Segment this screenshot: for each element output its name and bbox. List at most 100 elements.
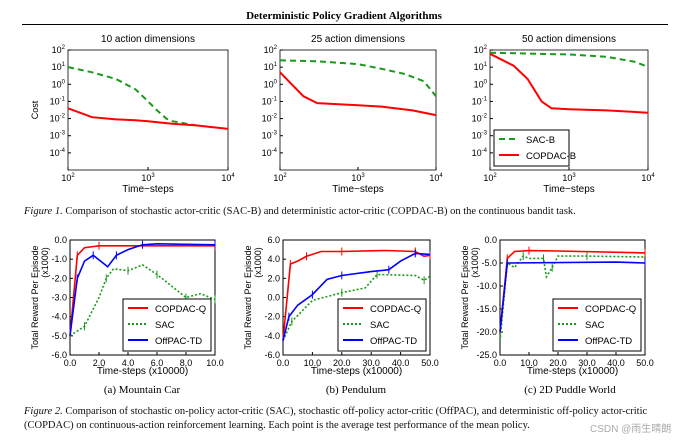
tick-label: -3.0 xyxy=(51,293,67,303)
tick-label: -1.0 xyxy=(51,254,67,264)
chart-3: 102 103 104 102 101 100 10-1 10-2 10-3 10-4 50 act… xyxy=(472,34,656,195)
subcaption-c: (c) 2D Puddle World xyxy=(524,384,616,396)
series-line-sac-b xyxy=(67,66,197,127)
tick-label: 10-2 xyxy=(50,114,66,124)
legend-label: COPDAC-Q xyxy=(155,304,206,315)
legend-label: COPDAC-Q xyxy=(585,304,636,315)
figure1-label: Figure 1. xyxy=(24,206,63,217)
series-line-sac xyxy=(69,264,216,337)
x-axis-label: Time-steps (x10000) xyxy=(311,366,402,377)
figure2-caption-text: Comparison of stochastic on-policy actor… xyxy=(24,406,648,431)
tick-label: 2.0 xyxy=(93,358,106,368)
tick-label: 40.0 xyxy=(607,358,625,368)
tick-label: 10-1 xyxy=(472,96,488,106)
tick-label: 104 xyxy=(221,173,235,183)
tick-label: 102 xyxy=(52,45,66,55)
chart-1: 102 103 104 102 101 100 10-1 10-2 10-3 10-4 10 act… xyxy=(30,34,235,195)
tick-label: 101 xyxy=(474,62,488,72)
legend: COPDAC-Q SAC OffPAC-TD xyxy=(552,298,642,352)
series-line-offpac-td xyxy=(499,261,646,333)
tick-label: 0.0 xyxy=(267,293,280,303)
tick-label: 101 xyxy=(264,62,278,72)
tick-label: 102 xyxy=(474,45,488,55)
tick-label: 0.0 xyxy=(64,358,77,368)
y-axis-label: Total Reward Per Episode xyxy=(30,245,40,349)
tick-label: -10.0 xyxy=(476,281,497,291)
tick-label: 10.0 xyxy=(206,358,224,368)
y-axis-unit: (x1000) xyxy=(253,247,263,278)
x-axis-label: Time-steps (x10000) xyxy=(527,366,618,377)
tick-label: 10-1 xyxy=(262,96,278,106)
tick-label: 50.0 xyxy=(636,358,654,368)
x-axis-label: Time−steps xyxy=(543,184,595,195)
tick-label: 101 xyxy=(52,62,66,72)
tick-label: -6.0 xyxy=(264,350,280,360)
tick-label: 20.0 xyxy=(333,358,351,368)
tick-label: 0.0 xyxy=(54,235,67,245)
y-axis-label: Cost xyxy=(30,100,40,119)
tick-label: 103 xyxy=(562,173,576,183)
chart-5: 0.0 10.0 20.0 30.0 40.0 50.0 6.0 4.0 2.0 0.0 -2.0 -… xyxy=(243,235,439,377)
chart-2: 102 103 104 102 101 100 10-1 10-2 10-3 10-4 25 act… xyxy=(262,34,444,195)
x-axis-label: Time-steps (x10000) xyxy=(97,366,188,377)
tick-label: 4.0 xyxy=(267,254,280,264)
legend-label: OffPAC-TD xyxy=(155,336,202,347)
tick-label: 103 xyxy=(351,173,365,183)
tick-label: 6.0 xyxy=(267,235,280,245)
tick-label: 10-3 xyxy=(472,131,488,141)
tick-label: -2.0 xyxy=(51,273,67,283)
series-line-sac xyxy=(499,255,646,342)
tick-label: 103 xyxy=(141,173,155,183)
tick-label: -4.0 xyxy=(51,312,67,322)
legend-label: SAC-B xyxy=(526,135,555,146)
chart-title: 10 action dimensions xyxy=(101,34,195,45)
subcaption-a: (a) Mountain Car xyxy=(103,384,181,396)
x-axis-label: Time−steps xyxy=(122,184,174,195)
chart-title: 50 action dimensions xyxy=(522,34,616,45)
legend-label: SAC xyxy=(370,320,390,331)
series-line-sac-b xyxy=(279,59,437,97)
chart-4: 0.0 2.0 4.0 6.0 8.0 10.0 0.0 -1.0 -2.0 -3.0 -4.0 -5… xyxy=(30,235,224,377)
tick-label: 10.0 xyxy=(520,358,538,368)
tick-label: 10-1 xyxy=(50,96,66,106)
series-line-sac-b xyxy=(489,51,649,69)
running-header: Deterministic Policy Gradient Algorithms xyxy=(246,10,442,22)
tick-label: 10-2 xyxy=(472,114,488,124)
tick-label: 30.0 xyxy=(578,358,596,368)
tick-label: -6.0 xyxy=(51,350,67,360)
tick-label: 10-2 xyxy=(262,114,278,124)
figure1-caption-text: Comparison of stochastic actor-critic (S… xyxy=(65,206,576,217)
chart-title: 25 action dimensions xyxy=(311,34,405,45)
series-line-offpac-td xyxy=(69,242,216,336)
legend-label: COPDAC-B xyxy=(526,151,576,162)
tick-label: 102 xyxy=(483,173,497,183)
legend-box xyxy=(493,129,570,167)
figure2-label: Figure 2. xyxy=(24,406,63,417)
figure1-caption: Figure 1. Comparison of stochastic actor… xyxy=(24,206,576,217)
series-line-copdac-b xyxy=(489,52,649,114)
tick-label: 104 xyxy=(641,173,655,183)
plot-area xyxy=(499,239,646,356)
tick-label: 102 xyxy=(273,173,287,183)
subcaption-b: (b) Pendulum xyxy=(325,384,387,396)
y-axis-label: Total Reward Per Episode xyxy=(243,245,253,349)
tick-label: -5.0 xyxy=(51,331,67,341)
series-line-copdac-b xyxy=(279,71,437,117)
tick-label: 10-3 xyxy=(262,131,278,141)
tick-label: -15.0 xyxy=(476,304,497,314)
tick-label: 10-4 xyxy=(50,148,66,158)
x-axis-label: Time−steps xyxy=(332,184,384,195)
legend-label: SAC xyxy=(585,320,605,331)
legend-label: OffPAC-TD xyxy=(370,336,417,347)
tick-label: 40.0 xyxy=(392,358,410,368)
header-rule xyxy=(22,24,668,25)
y-axis-unit: (x1000) xyxy=(470,247,480,278)
tick-label: 50.0 xyxy=(421,358,439,368)
tick-label: -2.0 xyxy=(264,312,280,322)
tick-label: 102 xyxy=(264,45,278,55)
tick-label: 0.0 xyxy=(494,358,507,368)
legend: SAC-B COPDAC-B xyxy=(493,129,576,167)
series-line-sac xyxy=(282,273,431,341)
tick-label: 104 xyxy=(429,173,443,183)
